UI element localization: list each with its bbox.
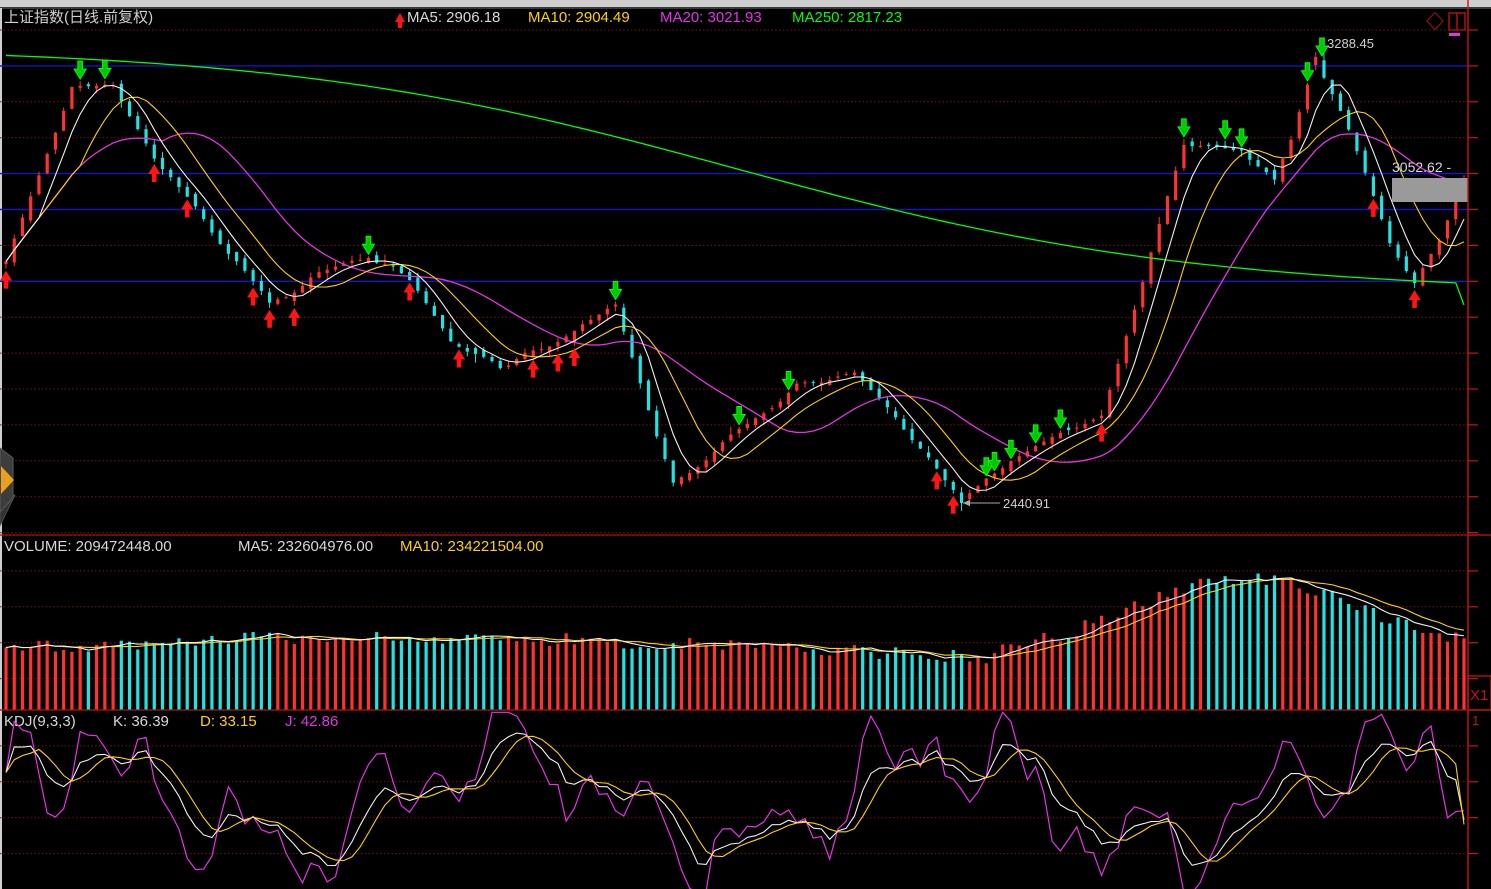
svg-text:MA10: 234221504.00: MA10: 234221504.00 — [400, 538, 543, 555]
svg-text:K: 36.39: K: 36.39 — [113, 713, 169, 730]
svg-text:VOLUME: 209472448.00: VOLUME: 209472448.00 — [4, 538, 172, 555]
svg-text:MA10: 2904.49: MA10: 2904.49 — [528, 9, 630, 26]
svg-text:J: 42.86: J: 42.86 — [285, 713, 338, 730]
svg-text:3052.62 -: 3052.62 - — [1392, 159, 1451, 175]
svg-text:1: 1 — [1472, 713, 1479, 728]
svg-text:上证指数(日线.前复权): 上证指数(日线.前复权) — [4, 8, 153, 26]
svg-text:MA250: 2817.23: MA250: 2817.23 — [792, 9, 902, 26]
svg-text:MA5: 232604976.00: MA5: 232604976.00 — [238, 538, 373, 555]
svg-text:D: 33.15: D: 33.15 — [200, 713, 257, 730]
svg-text:MA5: 2906.18: MA5: 2906.18 — [407, 9, 500, 26]
svg-text:2440.91: 2440.91 — [1003, 496, 1050, 511]
svg-text:X1: X1 — [1470, 687, 1488, 704]
svg-text:MA20: 3021.93: MA20: 3021.93 — [660, 9, 762, 26]
svg-text:3288.45: 3288.45 — [1327, 36, 1374, 51]
